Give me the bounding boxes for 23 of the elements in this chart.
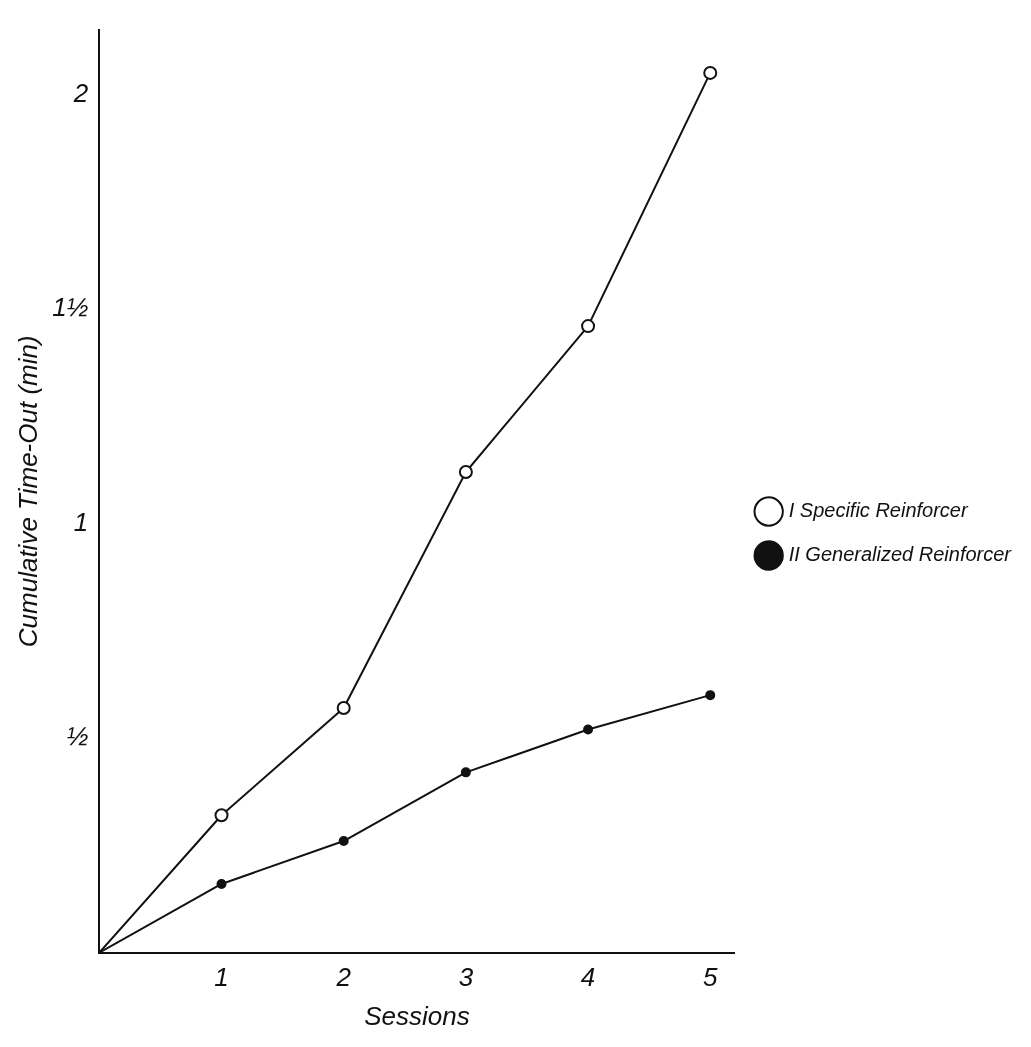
legend-label: I Specific Reinforcer — [788, 499, 969, 522]
x-axis-title: Sessions — [364, 1000, 470, 1031]
y-tick-label: 2 — [72, 77, 89, 108]
point — [458, 464, 473, 479]
x-tick-label: 5 — [703, 962, 719, 993]
y-axis-title: Cumulative Time-Out (min) — [12, 335, 43, 648]
point — [460, 767, 471, 778]
point — [583, 724, 594, 735]
x-tick-label: 2 — [335, 962, 352, 993]
point — [338, 836, 349, 847]
legend-label: II Generalized Reinforcer — [788, 543, 1013, 566]
x-tick-label: 3 — [458, 962, 474, 993]
point — [214, 808, 229, 823]
point — [703, 65, 718, 80]
point — [336, 701, 351, 715]
y-tick-label: 1 — [73, 506, 89, 537]
point — [705, 690, 716, 701]
x-tick-label: 4 — [580, 962, 596, 993]
x-tick-label: 1 — [214, 962, 229, 993]
y-tick-label: 1½ — [52, 292, 89, 323]
point — [216, 878, 227, 889]
y-tick-label: ½ — [66, 721, 89, 752]
point — [581, 319, 596, 334]
